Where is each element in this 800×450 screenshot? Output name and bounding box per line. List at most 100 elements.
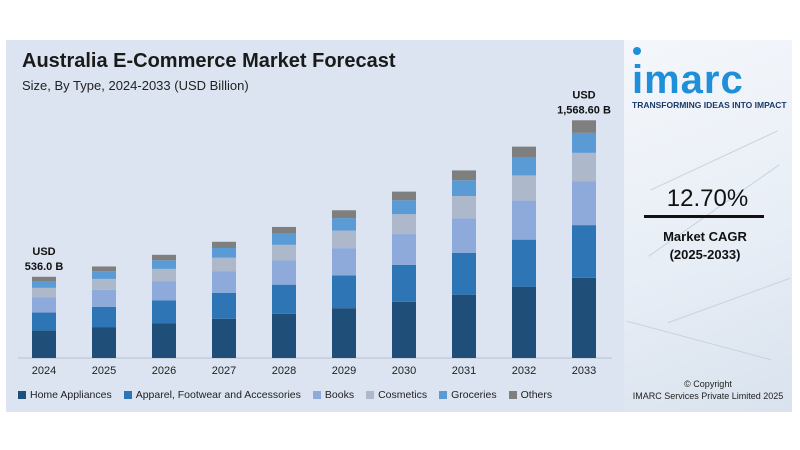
bar-segment-apparel-footwear-and-accessories-2027	[212, 293, 236, 319]
bar-segment-apparel-footwear-and-accessories-2031	[452, 253, 476, 295]
x-tick-label-2030: 2030	[392, 365, 416, 377]
bar-segment-home-appliances-2030	[392, 301, 416, 358]
bar-segment-cosmetics-2028	[272, 244, 296, 261]
bar-segment-groceries-2033	[572, 132, 596, 153]
bar-segment-books-2033	[572, 181, 596, 226]
legend-swatch	[312, 391, 321, 399]
bar-segment-groceries-2027	[212, 248, 236, 258]
x-tick-label-2026: 2026	[152, 365, 176, 377]
bar-segment-apparel-footwear-and-accessories-2033	[572, 225, 596, 278]
brand-tagline: TRANSFORMING IDEAS INTO IMPACT	[632, 100, 787, 110]
bar-segment-home-appliances-2031	[452, 294, 476, 358]
legend-label: Home Appliances	[30, 389, 112, 401]
bar-segment-apparel-footwear-and-accessories-2024	[32, 312, 56, 331]
bar-segment-others-2025	[92, 266, 116, 272]
total-label-2033-line1: USD	[572, 89, 595, 101]
chart-legend: Home Appliances Apparel, Footwear and Acc…	[18, 389, 552, 401]
bar-segment-books-2024	[32, 297, 56, 313]
bar-segment-books-2029	[332, 248, 356, 276]
x-tick-label-2031: 2031	[452, 365, 476, 377]
bar-segment-cosmetics-2031	[452, 196, 476, 219]
bar-segment-home-appliances-2029	[332, 308, 356, 358]
bar-segment-books-2027	[212, 271, 236, 293]
legend-item-cosmetics: Cosmetics	[366, 389, 427, 401]
copyright-line2: IMARC Services Private Limited 2025	[632, 391, 784, 401]
legend-label: Apparel, Footwear and Accessories	[135, 389, 301, 401]
bar-segment-others-2027	[212, 241, 236, 248]
copyright-line1: © Copyright	[684, 379, 732, 389]
legend-label: Groceries	[451, 389, 497, 401]
logo-dot-icon	[633, 47, 641, 55]
bar-segment-cosmetics-2026	[152, 268, 176, 282]
bar-segment-groceries-2031	[452, 180, 476, 197]
bar-segment-cosmetics-2025	[92, 278, 116, 290]
legend-label: Others	[520, 389, 553, 401]
bar-segment-books-2026	[152, 281, 176, 301]
bar-segment-others-2033	[572, 120, 596, 133]
legend-item-apparel-footwear-and-accessories: Apparel, Footwear and Accessories	[123, 389, 301, 401]
bar-segment-cosmetics-2032	[512, 175, 536, 201]
bar-segment-cosmetics-2033	[572, 152, 596, 182]
bar-segment-groceries-2026	[152, 260, 176, 269]
x-tick-label-2027: 2027	[212, 365, 236, 377]
bar-segment-home-appliances-2024	[32, 330, 56, 358]
copyright: © Copyright IMARC Services Private Limit…	[628, 378, 788, 402]
bar-segment-cosmetics-2027	[212, 257, 236, 272]
x-tick-label-2024: 2024	[32, 365, 56, 377]
chart-subtitle: Size, By Type, 2024-2033 (USD Billion)	[22, 78, 249, 93]
legend-item-books: Books	[312, 389, 355, 401]
bar-segment-apparel-footwear-and-accessories-2028	[272, 284, 296, 314]
bar-segment-groceries-2025	[92, 271, 116, 279]
legend-swatch	[366, 391, 375, 399]
bar-segment-home-appliances-2025	[92, 327, 116, 358]
cagr-label-line1: Market CAGR	[663, 229, 747, 244]
brand-panel	[624, 40, 792, 412]
bar-segment-books-2032	[512, 200, 536, 240]
bar-segment-home-appliances-2027	[212, 318, 236, 358]
bar-segment-others-2026	[152, 254, 176, 261]
legend-item-home-appliances: Home Appliances	[18, 389, 112, 401]
x-tick-label-2025: 2025	[92, 365, 116, 377]
bar-segment-groceries-2028	[272, 233, 296, 245]
cagr-divider	[644, 215, 764, 218]
bar-segment-groceries-2029	[332, 218, 356, 231]
bar-segment-others-2024	[32, 276, 56, 282]
imarc-logo: imarc	[632, 58, 744, 102]
bar-segment-others-2031	[452, 170, 476, 181]
cagr-label: Market CAGR (2025-2033)	[640, 228, 770, 264]
bar-segment-apparel-footwear-and-accessories-2026	[152, 300, 176, 324]
x-tick-label-2028: 2028	[272, 365, 296, 377]
bar-segment-others-2030	[392, 191, 416, 201]
legend-swatch	[18, 391, 26, 399]
legend-label: Books	[324, 389, 355, 401]
bar-segment-books-2030	[392, 234, 416, 265]
chart-title: Australia E-Commerce Market Forecast	[22, 50, 396, 72]
legend-swatch	[508, 391, 517, 399]
bar-segment-home-appliances-2033	[572, 277, 596, 358]
bar-segment-home-appliances-2026	[152, 323, 176, 358]
bar-segment-books-2031	[452, 218, 476, 253]
x-tick-label-2029: 2029	[332, 365, 356, 377]
bar-segment-others-2029	[332, 210, 356, 219]
bar-segment-home-appliances-2028	[272, 313, 296, 358]
total-label-2033-line2: 1,568.60 B	[557, 104, 611, 116]
legend-label: Cosmetics	[378, 389, 428, 401]
bar-segment-apparel-footwear-and-accessories-2032	[512, 239, 536, 287]
x-tick-label-2033: 2033	[572, 365, 596, 377]
bar-segment-home-appliances-2032	[512, 286, 536, 358]
legend-swatch	[123, 391, 132, 399]
bar-segment-groceries-2024	[32, 281, 56, 288]
bar-segment-books-2028	[272, 260, 296, 285]
cagr-value: 12.70%	[666, 185, 749, 212]
legend-item-others: Others	[508, 389, 553, 401]
total-label-2024-line2: 536.0 B	[25, 261, 64, 273]
bar-segment-groceries-2032	[512, 157, 536, 176]
bar-segment-others-2032	[512, 146, 536, 158]
legend-item-groceries: Groceries	[439, 389, 497, 401]
bar-segment-apparel-footwear-and-accessories-2029	[332, 275, 356, 309]
bar-segment-books-2025	[92, 289, 116, 307]
bar-segment-apparel-footwear-and-accessories-2025	[92, 306, 116, 328]
bar-segment-groceries-2030	[392, 200, 416, 215]
total-label-2024-line1: USD	[32, 246, 55, 258]
